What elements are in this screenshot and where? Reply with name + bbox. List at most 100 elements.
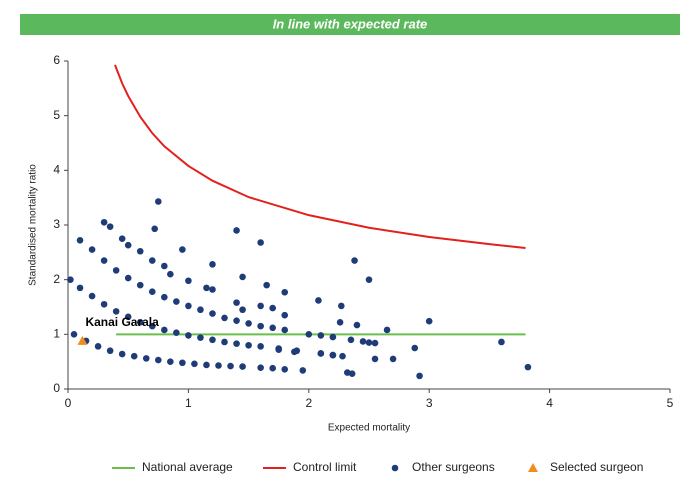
point [291,348,298,356]
y-tick-label: 5 [53,108,60,122]
point [209,261,216,268]
point [281,311,289,319]
point [167,358,174,365]
point [245,320,252,327]
point [185,332,192,339]
point [257,302,264,310]
point [151,225,158,233]
point [136,319,144,326]
point [106,347,114,355]
x-tick-label: 4 [546,396,553,410]
point [317,332,325,339]
point [155,198,162,205]
point [299,367,307,374]
point [203,361,210,369]
point [275,346,283,353]
point [209,310,216,317]
point [148,322,156,330]
point [209,336,216,344]
point [221,314,228,322]
point [359,338,367,345]
point [233,227,240,234]
point [118,350,126,358]
x-tick-label: 0 [65,396,72,410]
point [425,317,433,325]
x-tick-label: 3 [426,396,433,410]
x-tick-label: 2 [305,396,312,410]
point [173,329,180,336]
legend-swatch [528,463,538,472]
point [70,331,78,338]
legend-label: Control limit [293,460,357,474]
point [347,336,355,344]
point [336,319,344,326]
point [269,324,276,332]
point [227,362,234,370]
point [305,331,313,338]
point [233,340,240,347]
point [124,241,132,249]
chart-title: In line with expected rate [273,16,428,31]
point [245,341,252,349]
series-line [114,64,526,249]
point [191,360,198,368]
point [257,343,264,350]
point [148,257,156,264]
point [88,246,96,253]
point [112,308,120,315]
y-tick-label: 6 [53,53,60,67]
point [315,297,322,304]
point [161,326,168,334]
point [197,306,204,314]
point [383,326,391,334]
point [173,298,180,305]
point [167,270,174,278]
point [136,281,144,289]
point [100,300,108,308]
point [348,370,356,377]
legend-label: National average [142,460,233,474]
point [118,235,126,242]
point [365,339,373,346]
selected-point [77,335,88,345]
point [339,352,346,360]
point [124,274,132,282]
point [203,284,210,292]
point [197,334,204,341]
point [239,363,246,370]
point [179,359,186,367]
point [100,218,108,226]
point [233,317,240,324]
point [233,299,240,306]
point [130,352,138,360]
point [185,302,192,310]
point [209,286,216,293]
point [185,277,192,285]
point [112,267,120,274]
point [67,276,74,283]
x-tick-label: 5 [667,396,674,410]
x-tick-label: 1 [185,396,192,410]
point [239,273,246,281]
point [371,355,379,363]
point [257,322,264,330]
y-tick-label: 0 [53,381,60,395]
point [329,333,337,341]
title-banner [20,14,680,35]
point [498,338,505,346]
point [76,237,84,244]
point [329,351,337,359]
legend-label: Selected surgeon [550,460,643,474]
point [221,338,228,346]
point [389,355,397,363]
point [365,276,373,283]
point [269,304,276,312]
point [416,372,423,380]
point [142,355,150,362]
y-tick-label: 3 [53,217,60,231]
point [161,262,168,270]
point [281,326,289,334]
point [281,288,289,296]
point [136,247,144,255]
point [317,350,325,357]
